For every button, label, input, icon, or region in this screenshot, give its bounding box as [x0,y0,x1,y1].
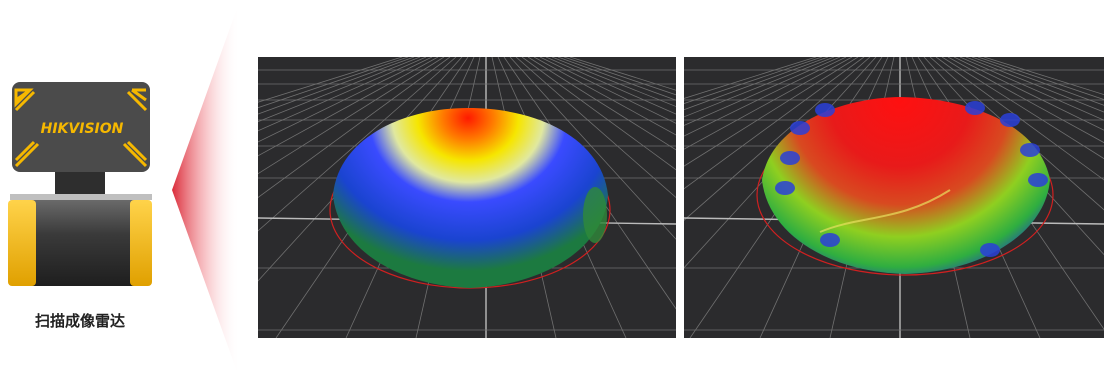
blue-spot [1020,143,1040,157]
blue-spot [1000,113,1020,127]
blue-spot [780,151,800,165]
blue-spot [790,121,810,135]
blue-spot [965,101,985,115]
cylinder-cap [130,200,152,286]
device-plate [10,194,152,200]
brand-logo: HIKVISION [41,121,124,137]
cylinder-cap [8,200,36,286]
device-caption: 扫描成像雷达 [35,312,125,330]
device-cylinder [30,200,134,286]
radar-device: HIKVISION [8,82,152,286]
scan-beam [172,0,240,380]
blue-spot [1028,173,1048,187]
green-patch [583,187,607,243]
blue-spot [775,181,795,195]
page: HIKVISION 扫描成像雷达 (() => { const data = J… [0,0,1104,380]
blue-spot [815,103,835,117]
illustration: HIKVISION 扫描成像雷达 [0,0,1104,380]
blue-spot [980,243,1000,257]
blue-spot [820,233,840,247]
device-neck [55,172,105,194]
